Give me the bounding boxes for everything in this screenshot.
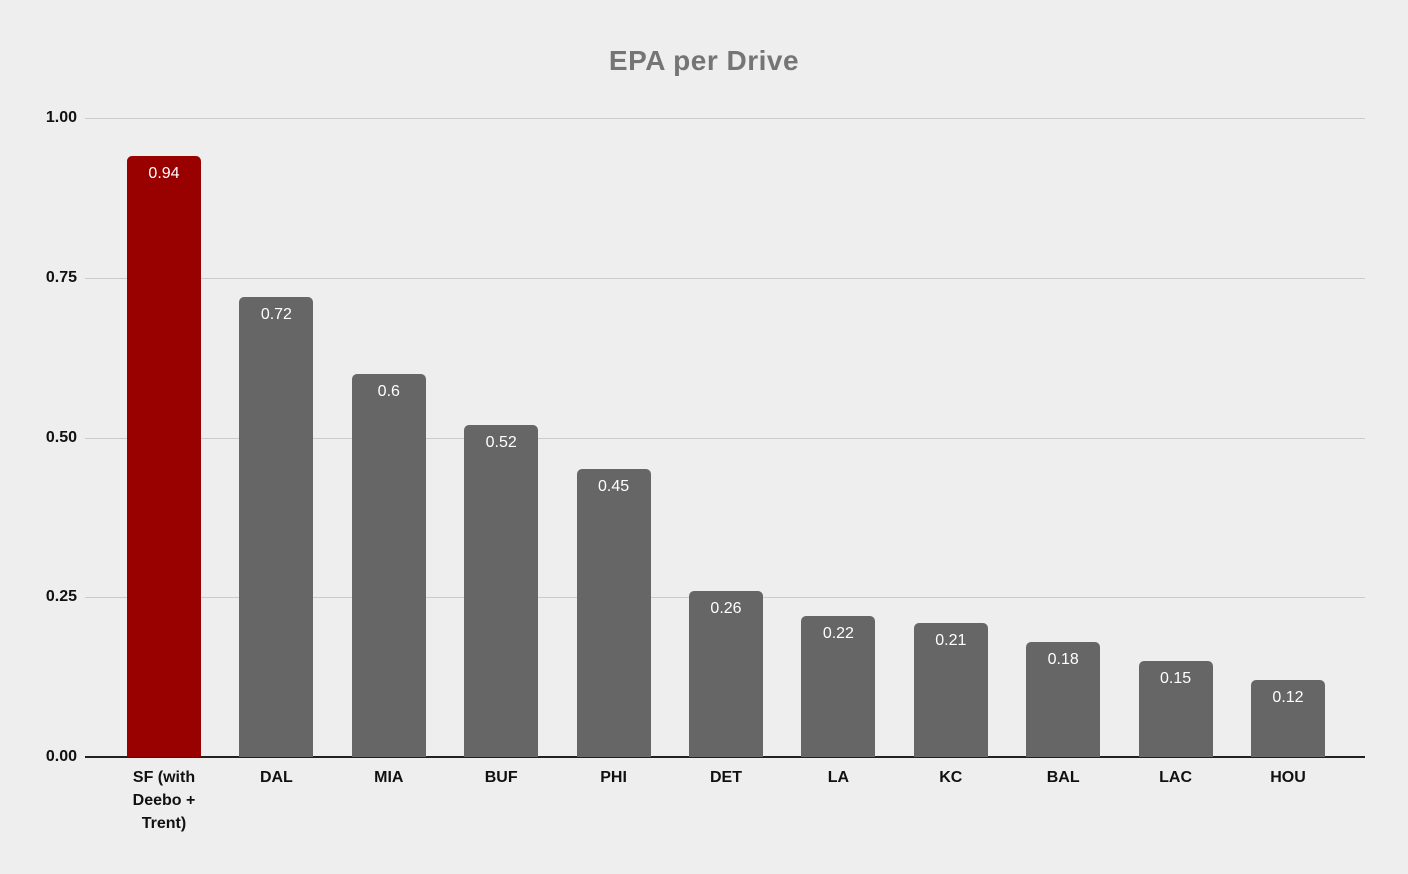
bar-lac: 0.15 <box>1138 661 1213 757</box>
bar-kc: 0.21 <box>913 622 988 757</box>
y-axis-tick-label: 0.00 <box>45 748 77 765</box>
bar-value-label: 0.72 <box>260 305 292 323</box>
gridline <box>85 277 1365 279</box>
x-axis-tick-label: PHI <box>600 769 627 786</box>
x-axis-tick-label: DAL <box>259 769 293 786</box>
bar-value-label: 0.52 <box>485 433 517 451</box>
x-axis-tick-label: LA <box>827 769 850 786</box>
bar-value-label: 0.94 <box>148 165 180 183</box>
bar-bal: 0.18 <box>1026 641 1101 757</box>
bar-hou: 0.12 <box>1251 680 1325 757</box>
y-axis-tick-label: 0.50 <box>45 428 77 446</box>
y-axis-tick-label: 0.25 <box>45 588 77 606</box>
bar-phi: 0.45 <box>576 469 651 757</box>
bar-buf: 0.52 <box>464 424 539 757</box>
bar-value-label: 0.15 <box>1160 670 1192 688</box>
x-axis-tick-label: KC <box>939 769 963 786</box>
bar-value-label: 0.12 <box>1272 689 1304 707</box>
bar-la: 0.22 <box>801 616 876 757</box>
x-axis-tick-label: LAC <box>1159 769 1193 786</box>
chart-title: EPA per Drive <box>608 45 800 76</box>
x-axis-tick-label: MIA <box>374 769 404 786</box>
y-axis-tick-label: 0.75 <box>45 268 77 286</box>
x-axis-tick-label: SF (with Deebo + Trent) <box>132 769 196 832</box>
bar-value-label: 0.26 <box>710 599 742 617</box>
bar-value-label: 0.18 <box>1047 650 1079 668</box>
bar-sf-with-deebo-trent: 0.94 <box>127 156 201 757</box>
bar-mia: 0.6 <box>351 373 426 757</box>
gridline <box>85 437 1365 439</box>
x-axis-tick-label: HOU <box>1270 769 1306 786</box>
bar-value-label: 0.6 <box>377 382 400 400</box>
bar-det: 0.26 <box>689 590 763 757</box>
x-axis-tick-label: BUF <box>484 769 518 786</box>
bar-value-label: 0.21 <box>935 631 967 649</box>
y-axis-tick-label: 1.00 <box>45 109 77 126</box>
bar-dal: 0.72 <box>239 296 314 757</box>
gridline <box>85 118 1365 119</box>
x-axis-tick-label: DET <box>710 769 742 786</box>
x-axis-tick-label: BAL <box>1046 769 1080 786</box>
bar-value-label: 0.45 <box>598 478 630 496</box>
bar-value-label: 0.22 <box>822 625 854 643</box>
x-axis-baseline <box>85 756 1365 758</box>
